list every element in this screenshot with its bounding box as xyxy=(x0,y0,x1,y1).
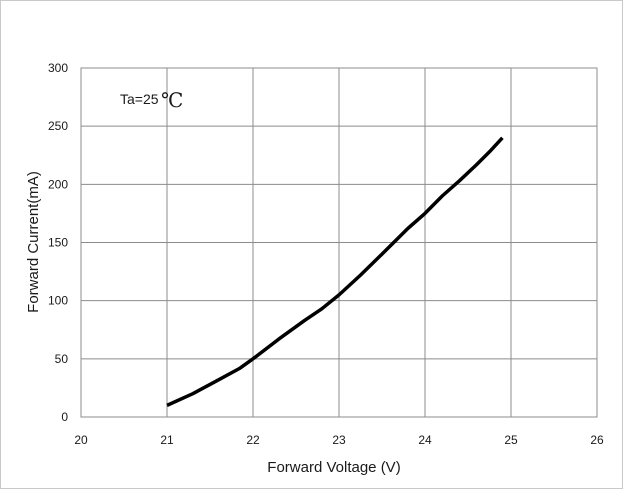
temperature-annotation: Ta=25 xyxy=(120,91,159,107)
plot-border xyxy=(80,67,598,418)
x-tick-labels: 20 21 22 23 24 25 26 xyxy=(74,433,604,447)
y-tick-label: 100 xyxy=(48,294,68,308)
y-tick-label: 300 xyxy=(48,61,68,75)
y-tick-label: 250 xyxy=(48,119,68,133)
x-tick-label: 23 xyxy=(332,433,346,447)
y-tick-label: 50 xyxy=(55,352,69,366)
x-tick-label: 20 xyxy=(74,433,88,447)
temperature-unit: ℃ xyxy=(161,88,183,112)
x-axis-title: Forward Voltage (V) xyxy=(267,459,400,476)
x-tick-label: 21 xyxy=(160,433,174,447)
x-tick-label: 22 xyxy=(246,433,260,447)
x-tick-label: 24 xyxy=(418,433,432,447)
plot-area-border xyxy=(80,67,598,418)
x-tick-label: 26 xyxy=(590,433,604,447)
y-tick-label: 0 xyxy=(61,410,68,424)
series-layer xyxy=(166,136,504,407)
y-tick-label: 150 xyxy=(48,236,68,250)
y-tick-labels: 0 50 100 150 200 250 300 xyxy=(48,61,68,424)
y-tick-label: 200 xyxy=(48,177,68,191)
x-tick-label: 25 xyxy=(504,433,518,447)
grid-layer xyxy=(80,67,598,418)
y-axis-title: Forward Current(mA) xyxy=(25,171,42,313)
series-line xyxy=(166,136,504,407)
